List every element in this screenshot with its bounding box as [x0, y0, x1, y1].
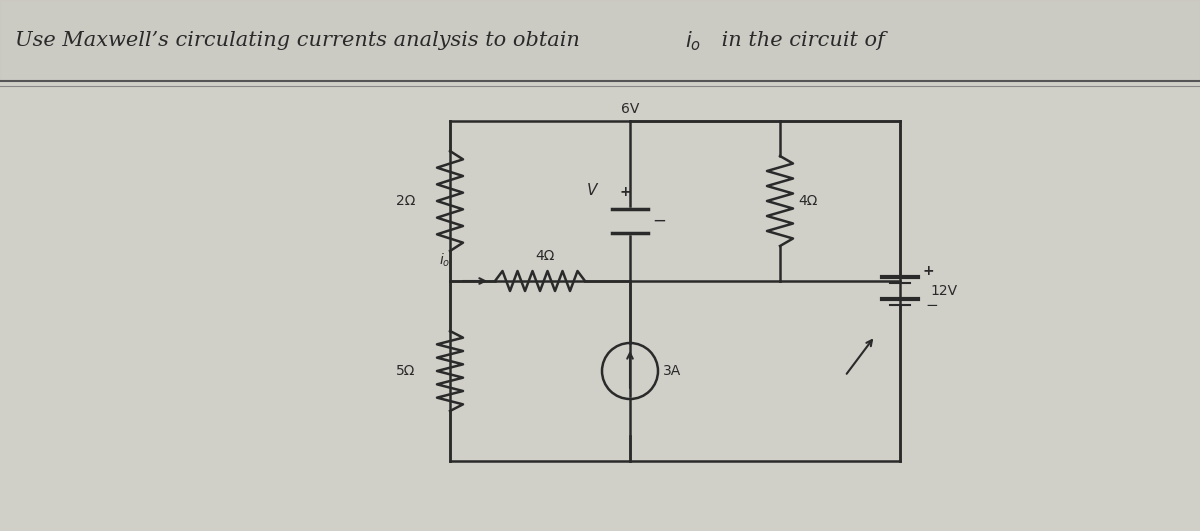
Text: $i_o$: $i_o$ [439, 252, 450, 269]
Text: −: − [652, 212, 666, 230]
Text: +: + [619, 185, 631, 199]
Text: 3A: 3A [662, 364, 682, 378]
Text: 12V: 12V [930, 284, 958, 298]
Text: 2Ω: 2Ω [396, 194, 415, 208]
Text: +: + [922, 264, 934, 278]
Bar [0, 0, 1200, 81]
Text: 6V: 6V [620, 102, 640, 116]
Text: 5Ω: 5Ω [396, 364, 415, 378]
Text: V: V [587, 184, 598, 199]
Text: 4Ω: 4Ω [535, 249, 554, 263]
Text: in the circuit of: in the circuit of [715, 31, 884, 50]
Text: 4Ω: 4Ω [798, 194, 817, 208]
Text: −: − [925, 298, 937, 313]
Text: $i_o$: $i_o$ [685, 29, 701, 53]
Text: Use Maxwell’s circulating currents analysis to obtain: Use Maxwell’s circulating currents analy… [14, 31, 587, 50]
